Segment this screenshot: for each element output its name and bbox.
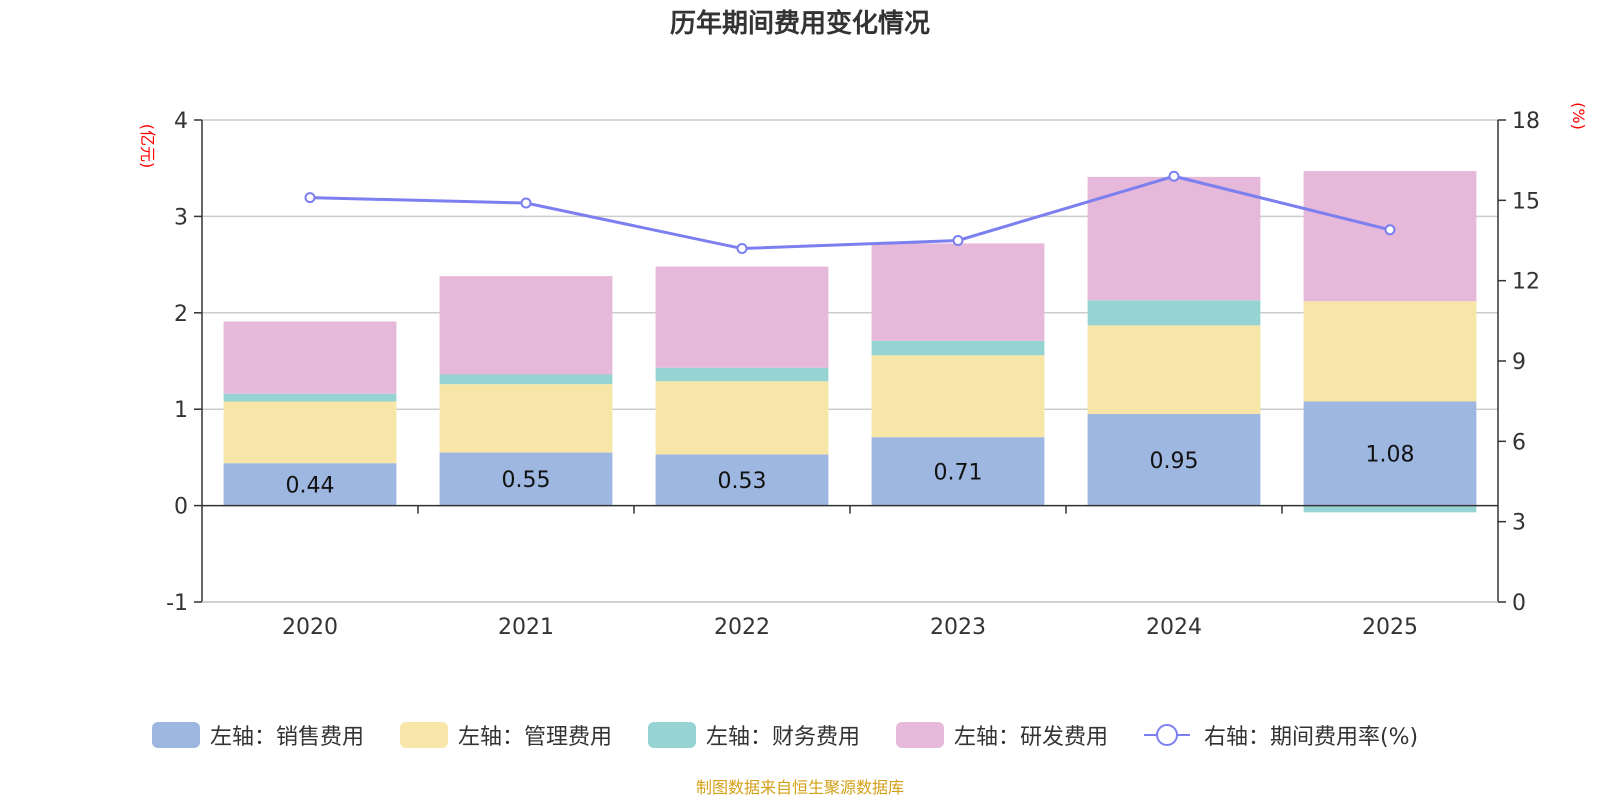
- bar-2-2022[interactable]: [655, 367, 829, 382]
- x-tick-label-2022: 2022: [714, 615, 770, 640]
- bar-2-2021[interactable]: [439, 374, 613, 385]
- bar-0-2025[interactable]: [1303, 401, 1477, 506]
- source-note: 制图数据来自恒生聚源数据库: [696, 778, 904, 797]
- left-tick-label-0: -1: [166, 591, 188, 616]
- bar-0-2022[interactable]: [655, 454, 829, 506]
- data-label-2023: 0.71: [934, 460, 983, 485]
- right-tick-label-2: 6: [1512, 430, 1526, 455]
- x-tick-label-2024: 2024: [1146, 615, 1202, 640]
- left-axis: -1 0 1 2 3 4: [166, 109, 202, 616]
- left-tick-label-1: 0: [174, 495, 188, 520]
- bar-0-2024[interactable]: [1087, 414, 1261, 506]
- right-tick-label-6: 18: [1512, 109, 1540, 134]
- data-label-2024: 0.95: [1150, 449, 1199, 474]
- legend-marker-rate[interactable]: [1156, 724, 1178, 746]
- rate-point-2021[interactable]: [520, 197, 532, 209]
- bar-3-2025[interactable]: [1303, 171, 1477, 302]
- left-tick-label-2: 1: [174, 398, 188, 423]
- bar-2-2020[interactable]: [223, 393, 397, 402]
- right-tick-label-4: 12: [1512, 270, 1540, 295]
- bar-3-2021[interactable]: [439, 276, 613, 375]
- bar-1-2022[interactable]: [655, 381, 829, 455]
- bar-0-2021[interactable]: [439, 452, 613, 506]
- bar-3-2020[interactable]: [223, 321, 397, 394]
- bar-1-2021[interactable]: [439, 384, 613, 453]
- data-labels: 0.44 0.55 0.53 0.71 0.95 1.08: [286, 443, 1415, 499]
- bar-3-2022[interactable]: [655, 266, 829, 368]
- legend-label-admin[interactable]: 左轴：管理费用: [458, 725, 612, 750]
- right-axis-unit: (%): [1569, 102, 1588, 130]
- right-tick-label-0: 0: [1512, 591, 1526, 616]
- x-tick-label-2020: 2020: [282, 615, 338, 640]
- legend-swatch-sales[interactable]: [152, 722, 200, 748]
- bar-0-2023[interactable]: [871, 437, 1045, 506]
- left-axis-unit: (亿元): [138, 124, 157, 169]
- rate-point-2024[interactable]: [1168, 170, 1180, 182]
- legend-swatch-finance[interactable]: [648, 722, 696, 748]
- chart-title: 历年期间费用变化情况: [670, 8, 930, 39]
- x-axis: 2020 2021 2022 2023 2024 2025: [282, 505, 1418, 640]
- bar-1-2024[interactable]: [1087, 325, 1261, 415]
- right-tick-label-3: 9: [1512, 350, 1526, 375]
- rate-line: [309, 174, 1391, 251]
- data-label-2025: 1.08: [1366, 443, 1415, 468]
- legend-label-rate[interactable]: 右轴：期间费用率(%): [1204, 725, 1418, 750]
- data-label-2021: 0.55: [502, 468, 551, 493]
- bar-2-2023[interactable]: [871, 340, 1045, 356]
- legend-swatch-admin[interactable]: [400, 722, 448, 748]
- bar-1-2025[interactable]: [1303, 301, 1477, 402]
- data-label-2022: 0.53: [718, 469, 767, 494]
- right-tick-label-5: 15: [1512, 189, 1540, 214]
- rate-point-2025[interactable]: [1384, 224, 1396, 236]
- legend: 左轴：销售费用 左轴：管理费用 左轴：财务费用 左轴：研发费用 右轴：期间费用率…: [152, 722, 1418, 750]
- left-tick-label-3: 2: [174, 302, 188, 327]
- rate-point-2023[interactable]: [952, 235, 964, 246]
- legend-label-finance[interactable]: 左轴：财务费用: [706, 725, 860, 750]
- bar-0-2020[interactable]: [223, 463, 397, 506]
- left-tick-label-4: 3: [174, 205, 188, 230]
- bar-series: [223, 171, 1477, 513]
- data-label-2020: 0.44: [286, 473, 335, 498]
- left-tick-label-5: 4: [174, 109, 188, 134]
- rate-point-2022[interactable]: [736, 243, 748, 255]
- x-tick-label-2023: 2023: [930, 615, 986, 640]
- bar-1-2023[interactable]: [871, 355, 1045, 438]
- rate-line-series: [304, 170, 1396, 255]
- right-axis: 0 3 6 9 12 15 18: [1498, 109, 1540, 616]
- bar-2-2024[interactable]: [1087, 300, 1261, 326]
- bar-3-2024[interactable]: [1087, 176, 1261, 301]
- rate-point-2020[interactable]: [304, 192, 316, 204]
- bar-1-2020[interactable]: [223, 401, 397, 464]
- right-tick-label-1: 3: [1512, 511, 1526, 536]
- legend-label-sales[interactable]: 左轴：销售费用: [210, 725, 364, 750]
- legend-label-rnd[interactable]: 左轴：研发费用: [954, 725, 1108, 750]
- x-tick-label-2025: 2025: [1362, 615, 1418, 640]
- legend-swatch-rnd[interactable]: [896, 722, 944, 748]
- x-tick-label-2021: 2021: [498, 615, 554, 640]
- bar-3-2023[interactable]: [871, 243, 1045, 341]
- bar-2-2025[interactable]: [1303, 505, 1477, 513]
